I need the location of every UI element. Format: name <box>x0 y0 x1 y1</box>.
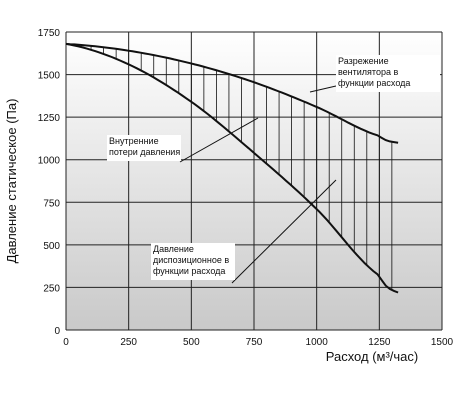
y-tick-label: 250 <box>43 283 60 294</box>
internal-losses-note-line: Внутренние <box>109 136 159 146</box>
x-tick-label: 1500 <box>431 337 454 348</box>
x-tick-label: 250 <box>120 337 137 348</box>
y-tick-label: 1000 <box>38 156 61 167</box>
annotation-background <box>151 243 235 280</box>
fan-suction-curve <box>65 42 399 144</box>
annotation-background <box>336 55 440 92</box>
x-tick-label: 500 <box>183 337 200 348</box>
leader-line <box>309 85 337 93</box>
x-tick-label: 1000 <box>306 337 329 348</box>
x-tick-label: 0 <box>63 337 69 348</box>
internal-losses-note-line: потери давления <box>109 147 180 157</box>
disposable-pressure-note-line: Давление <box>153 244 194 254</box>
disposable-pressure-note-line: диспозиционное в <box>153 255 229 265</box>
x-tick-label: 1250 <box>368 337 391 348</box>
fan-suction-note-line: Разрежение <box>338 56 389 66</box>
y-axis-title: Давление статическое (Па) <box>4 99 19 264</box>
fan-suction-note-line: вентилятора в <box>338 67 398 77</box>
leader-line <box>231 179 337 284</box>
y-tick-label: 500 <box>43 241 60 252</box>
y-tick-label: 1750 <box>38 28 61 39</box>
fan-suction-note-line: функции расхода <box>338 78 410 88</box>
leader-line <box>179 117 259 163</box>
disposable-pressure-note-line: функции расхода <box>153 266 225 276</box>
x-axis-title: Расход (м³/час) <box>326 349 419 364</box>
y-tick-label: 1250 <box>38 113 61 124</box>
annotation-background <box>107 135 181 161</box>
y-tick-label: 0 <box>54 326 60 337</box>
y-tick-label: 1500 <box>38 71 61 82</box>
disposable-pressure-curve <box>65 42 399 294</box>
y-tick-label: 750 <box>43 198 60 209</box>
x-tick-label: 750 <box>246 337 263 348</box>
